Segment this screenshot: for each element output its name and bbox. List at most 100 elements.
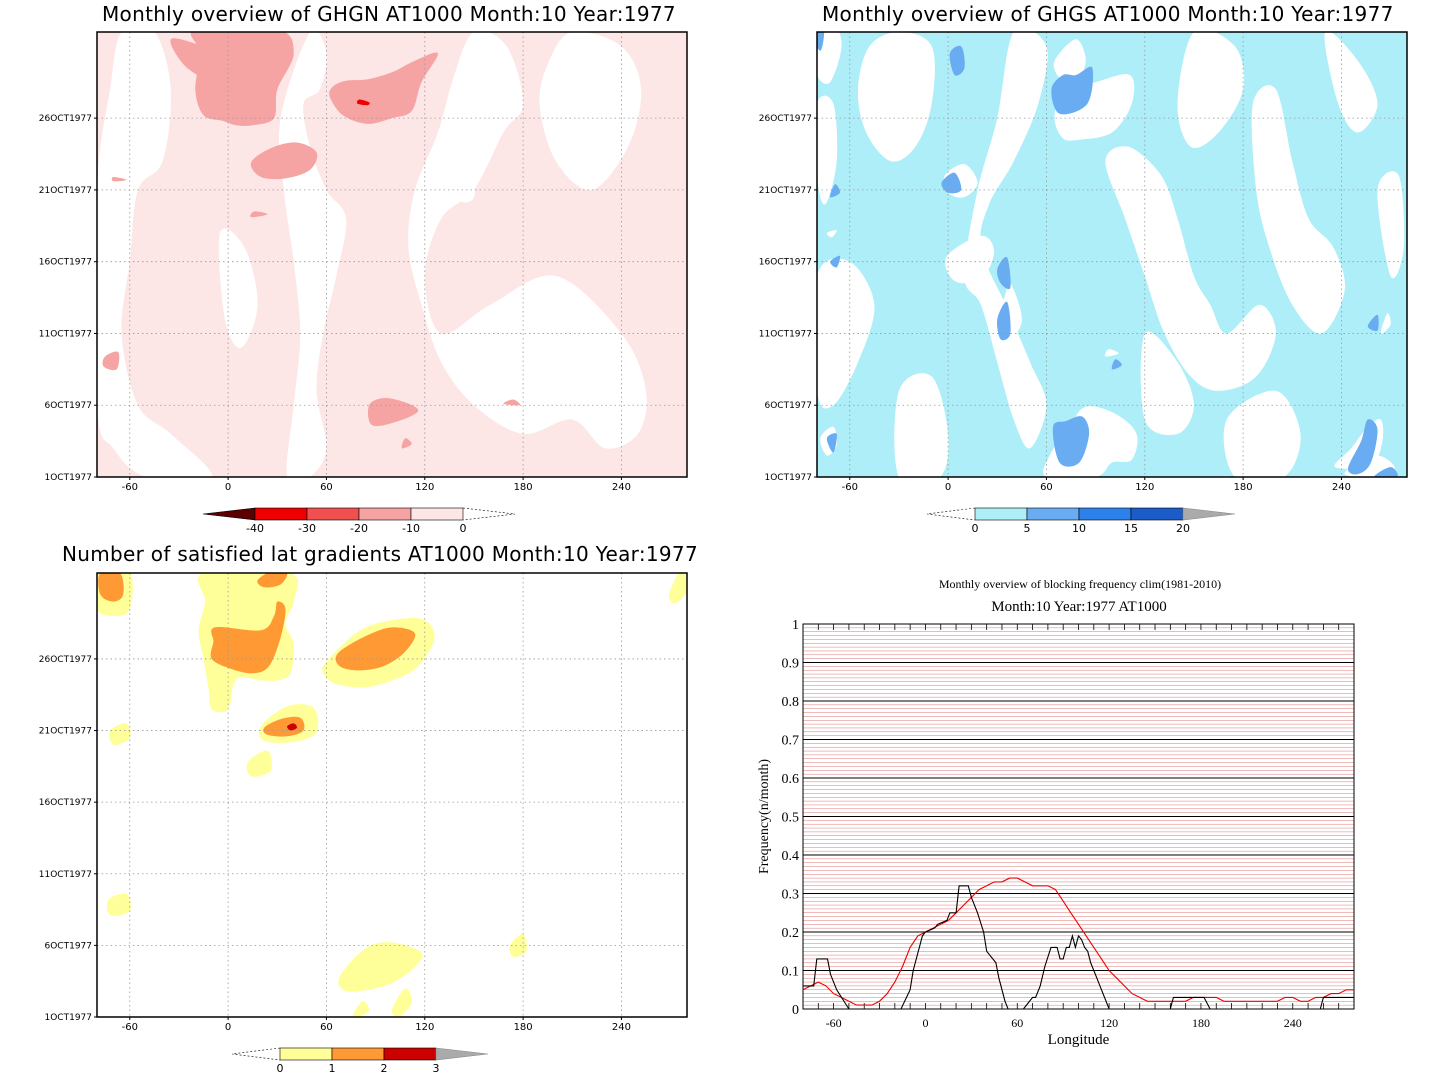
contour-region <box>391 988 412 1017</box>
y-tick-label: 0.5 <box>782 811 800 826</box>
x-tick-label: 0 <box>225 482 231 493</box>
contour-white-region <box>1177 32 1245 148</box>
x-tick-label: 0 <box>945 482 951 493</box>
colorbar-cell <box>254 507 308 521</box>
y-tick-label: 0.4 <box>782 849 800 864</box>
x-tick-label: -60 <box>842 482 858 493</box>
y-tick-label: 21OCT1977 <box>39 186 92 196</box>
colorbar-tick-label: 0 <box>277 1062 284 1075</box>
panel-lat-gradients: Number of satisfied lat gradients AT1000… <box>0 540 720 1091</box>
contour-region <box>1374 467 1398 477</box>
contour-region <box>257 573 288 588</box>
colorbar-extend-low <box>231 1047 281 1061</box>
contour-region <box>111 176 127 182</box>
y-tick-label: 11OCT1977 <box>759 329 812 339</box>
colorbar-cell <box>306 507 360 521</box>
colorbar: 0 5 10 15 20 <box>926 507 1236 535</box>
colorbar-cell <box>1130 507 1184 521</box>
y-tick-label: 6OCT1977 <box>765 401 813 411</box>
contour-white-region <box>539 32 642 190</box>
contour-layer <box>97 573 687 1017</box>
x-tick-label: -60 <box>122 482 138 493</box>
colorbar-tick-label: 0 <box>972 522 979 535</box>
colorbar-tick-label: 2 <box>381 1062 388 1075</box>
contour-region <box>338 942 423 992</box>
contour-region <box>102 351 120 371</box>
contour-region <box>1111 359 1122 370</box>
contour-white-region <box>1324 32 1378 133</box>
y-tick-label: 0 <box>792 1003 799 1018</box>
x-tick-label: 120 <box>415 482 434 493</box>
x-tick-label: 0 <box>922 1016 928 1030</box>
contour-white-region <box>817 258 875 409</box>
contour-region <box>941 172 962 194</box>
contour-region <box>509 933 527 957</box>
contour-white-region <box>817 95 838 205</box>
contour-region <box>1051 66 1094 115</box>
x-tick-label: 0 <box>225 1022 231 1033</box>
contour-region <box>826 229 837 238</box>
contour-region <box>997 256 1011 290</box>
contour-region <box>949 45 965 76</box>
contour-layer <box>817 32 1405 477</box>
contour-region <box>1347 419 1378 475</box>
contour-region <box>210 601 286 674</box>
panel-title: Monthly overview of GHGS AT1000 Month:10… <box>822 2 1394 26</box>
colorbar-cell <box>1026 507 1080 521</box>
colorbar-cell <box>279 1047 333 1061</box>
contour-region <box>356 99 370 106</box>
colorbar-extend-high <box>435 1047 489 1061</box>
contour-region <box>352 1001 370 1017</box>
panel-ghgs: Monthly overview of GHGS AT1000 Month:10… <box>720 0 1440 545</box>
panel-title: Number of satisfied lat gradients AT1000… <box>62 542 698 566</box>
colorbar-extend-low <box>926 507 976 521</box>
y-tick-label: 21OCT1977 <box>759 186 812 196</box>
y-tick-label: 1OCT1977 <box>45 1013 93 1023</box>
x-tick-label: 60 <box>320 482 333 493</box>
colorbar-cell <box>410 507 464 521</box>
y-tick-label: 0.1 <box>782 965 800 980</box>
frequency-line <box>803 885 1354 1010</box>
contour-region <box>1053 39 1086 84</box>
x-tick-label: 120 <box>1100 1016 1118 1030</box>
x-tick-label: -60 <box>826 1016 842 1030</box>
colorbar-tick-label: 15 <box>1124 522 1138 535</box>
contour-region <box>668 573 687 604</box>
contour-region <box>1104 349 1119 357</box>
contour-white-region <box>1251 85 1346 334</box>
colorbar-cell <box>383 1047 437 1061</box>
y-tick-label: 16OCT1977 <box>39 798 92 808</box>
x-tick-label: 240 <box>1332 482 1351 493</box>
colorbar-tick-label: 3 <box>433 1062 440 1075</box>
x-tick-label: 180 <box>1192 1016 1210 1030</box>
colorbar-tick-label: 20 <box>1176 522 1190 535</box>
contour-region <box>250 211 268 218</box>
colorbar: 0 1 2 3 <box>231 1047 489 1075</box>
contour-region <box>106 893 131 916</box>
x-tick-label: 240 <box>612 1022 631 1033</box>
colorbar-tick-label: -30 <box>298 522 316 535</box>
x-tick-label: 60 <box>1040 482 1053 493</box>
y-tick-label: 26OCT1977 <box>39 114 92 124</box>
chart-title: Monthly overview of blocking frequency c… <box>939 577 1221 591</box>
x-tick-label: -60 <box>122 1022 138 1033</box>
x-tick-label: 180 <box>1234 482 1253 493</box>
colorbar-tick-label: 1 <box>329 1062 336 1075</box>
y-tick-label: 0.7 <box>782 734 800 749</box>
x-axis-label: Longitude <box>1048 1032 1110 1048</box>
y-tick-label: 0.2 <box>782 926 800 941</box>
colorbar-cell <box>358 507 412 521</box>
colorbar: -40 -30 -20 -10 0 <box>202 507 516 535</box>
contour-white-region <box>1105 146 1276 391</box>
colorbar-tick-label: -20 <box>350 522 368 535</box>
contour-white-region <box>894 373 949 477</box>
contour-region <box>829 184 841 198</box>
chart-subtitle: Month:10 Year:1977 AT1000 <box>991 599 1166 615</box>
plot-frame <box>96 572 688 1018</box>
colorbar-cell <box>331 1047 385 1061</box>
colorbar-cell <box>1078 507 1132 521</box>
contour-region <box>329 52 438 124</box>
contour-region <box>109 723 131 746</box>
panel-title: Monthly overview of GHGN AT1000 Month:10… <box>102 2 676 26</box>
y-tick-label: 6OCT1977 <box>45 941 93 951</box>
